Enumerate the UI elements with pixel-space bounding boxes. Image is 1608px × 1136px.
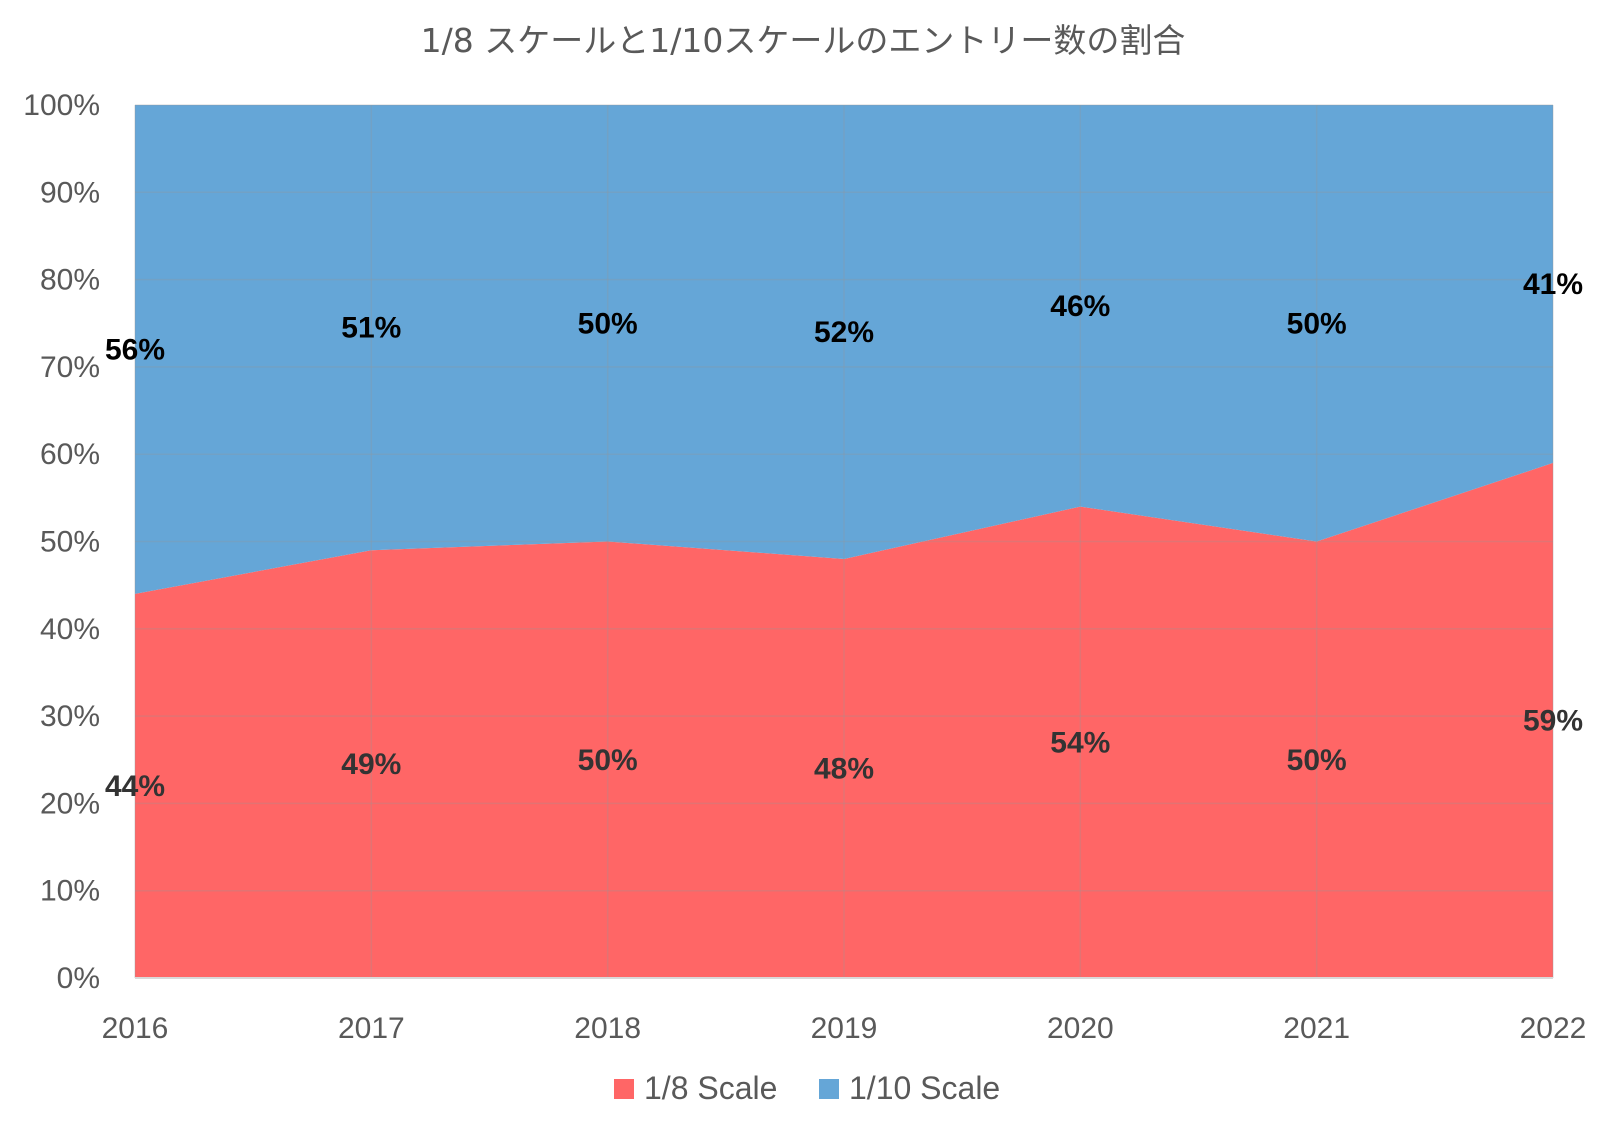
area-series-2 xyxy=(135,105,1553,594)
y-tick-label: 90% xyxy=(40,176,100,209)
data-label: 48% xyxy=(814,752,874,785)
data-label: 50% xyxy=(1287,307,1347,340)
data-label: 50% xyxy=(578,744,638,777)
plot-areas xyxy=(135,105,1553,978)
data-label: 56% xyxy=(105,333,165,366)
x-tick-label: 2019 xyxy=(811,1012,878,1045)
y-tick-label: 70% xyxy=(40,351,100,384)
data-label: 59% xyxy=(1523,704,1583,737)
x-axis-ticks: 2016 2017 2018 2019 2020 2021 2022 xyxy=(102,1012,1587,1045)
x-tick-label: 2020 xyxy=(1047,1012,1114,1045)
y-tick-label: 0% xyxy=(57,962,100,995)
data-label: 51% xyxy=(341,312,401,345)
y-axis-ticks: 0% 10% 20% 30% 40% 50% 60% 70% 80% 90% 100% xyxy=(23,89,100,995)
y-tick-label: 60% xyxy=(40,438,100,471)
data-label: 50% xyxy=(578,307,638,340)
area-series-1 xyxy=(135,462,1553,978)
y-tick-label: 30% xyxy=(40,700,100,733)
legend-swatch-2 xyxy=(819,1079,839,1099)
data-label: 44% xyxy=(105,770,165,803)
legend-label-2: 1/10 Scale xyxy=(849,1070,1000,1106)
x-tick-label: 2018 xyxy=(574,1012,641,1045)
data-label: 50% xyxy=(1287,744,1347,777)
x-tick-label: 2017 xyxy=(338,1012,405,1045)
data-label: 41% xyxy=(1523,268,1583,301)
data-label: 49% xyxy=(341,748,401,781)
legend: 1/8 Scale 1/10 Scale xyxy=(614,1070,1000,1106)
y-tick-label: 20% xyxy=(40,787,100,820)
data-label: 46% xyxy=(1050,290,1110,323)
chart-title: 1/8 スケールと1/10スケールのエントリー数の割合 xyxy=(421,21,1186,60)
y-tick-label: 80% xyxy=(40,264,100,297)
x-tick-label: 2022 xyxy=(1520,1012,1587,1045)
y-tick-label: 40% xyxy=(40,613,100,646)
y-tick-label: 10% xyxy=(40,875,100,908)
x-tick-label: 2016 xyxy=(102,1012,169,1045)
x-tick-label: 2021 xyxy=(1283,1012,1350,1045)
data-label: 52% xyxy=(814,316,874,349)
legend-swatch-1 xyxy=(614,1079,634,1099)
y-tick-label: 50% xyxy=(40,526,100,559)
data-labels: 44% 49% 50% 48% 54% 50% 59% 56% 51% 50% 52% 46% 50% 4… xyxy=(105,268,1583,803)
legend-label-1: 1/8 Scale xyxy=(644,1070,777,1106)
gridlines xyxy=(134,104,1554,979)
data-label: 54% xyxy=(1050,726,1110,759)
y-tick-label: 100% xyxy=(23,89,100,122)
